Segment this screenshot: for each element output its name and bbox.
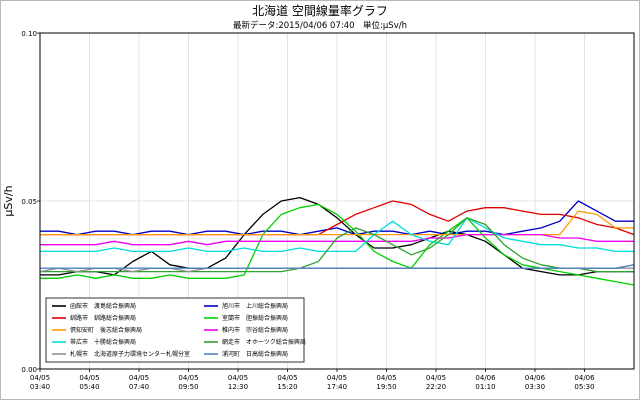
- series-line: [40, 196, 634, 276]
- legend-label: 網走市 オホーツク総合振興局: [222, 338, 306, 346]
- x-tick-date: 04/06: [475, 374, 496, 382]
- x-tick-time: 03:30: [525, 383, 545, 391]
- x-tick-time: 22:20: [426, 383, 446, 391]
- x-tick-time: 19:50: [376, 383, 396, 391]
- y-tick-label: 0.10: [21, 30, 37, 38]
- chart-title: 北海道 空間線量率グラフ: [252, 4, 388, 18]
- x-tick-date: 04/05: [79, 374, 99, 382]
- series-line: [40, 203, 635, 286]
- y-tick-label: 0.00: [21, 366, 37, 374]
- x-tick-date: 04/06: [574, 374, 595, 382]
- x-tick-time: 05:40: [79, 383, 99, 391]
- x-tick-date: 04/05: [277, 374, 297, 382]
- x-tick-date: 04/05: [129, 374, 149, 382]
- x-tick-date: 04/05: [327, 374, 347, 382]
- x-tick-date: 04/05: [376, 374, 396, 382]
- legend-label: 倶知安町 後志総合振興局: [70, 326, 142, 334]
- x-tick-date: 04/05: [178, 374, 198, 382]
- x-tick-time: 12:30: [228, 383, 248, 391]
- series-line: [40, 200, 634, 236]
- y-axis-label: μSv/h: [2, 185, 15, 216]
- legend-label: 札幌市 北海道原子力環境センター札幌分室: [70, 350, 190, 358]
- x-tick-time: 15:20: [277, 383, 297, 391]
- legend-label: 室蘭市 胆振総合振興局: [222, 314, 288, 322]
- y-tick-label: 0.05: [21, 198, 37, 206]
- x-tick-time: 03:40: [30, 383, 50, 391]
- axes: 04/0503:4004/0505:4004/0507:4004/0509:50…: [21, 30, 595, 391]
- x-tick-time: 09:50: [178, 383, 198, 391]
- legend-label: 稚内市 宗谷総合振興局: [222, 326, 288, 334]
- series-lines: [39, 196, 635, 286]
- legend-label: 浦河町 日高総合振興局: [222, 350, 288, 358]
- legend-label: 釧路市 釧路総合振興局: [70, 314, 136, 322]
- x-tick-date: 04/05: [30, 374, 50, 382]
- legend-label: 旭川市 上川総合振興局: [222, 302, 288, 310]
- x-tick-date: 04/05: [228, 374, 248, 382]
- series-line: [40, 217, 634, 253]
- series-line: [40, 217, 634, 273]
- series-line: [40, 264, 635, 269]
- chart-subtitle: 最新データ:2015/04/06 07:40 単位:μSv/h: [232, 21, 407, 31]
- legend-label: 函館市 渡島総合振興局: [70, 302, 136, 310]
- x-tick-date: 04/05: [426, 374, 446, 382]
- x-tick-time: 07:40: [129, 383, 149, 391]
- legend-box: [45, 297, 305, 363]
- legend-label: 帯広市 十勝総合振興局: [70, 338, 136, 346]
- x-tick-time: 01:10: [475, 383, 495, 391]
- x-tick-time: 05:30: [574, 383, 594, 391]
- x-tick-date: 04/06: [525, 374, 546, 382]
- series-line: [40, 233, 634, 246]
- x-tick-time: 17:40: [327, 383, 347, 391]
